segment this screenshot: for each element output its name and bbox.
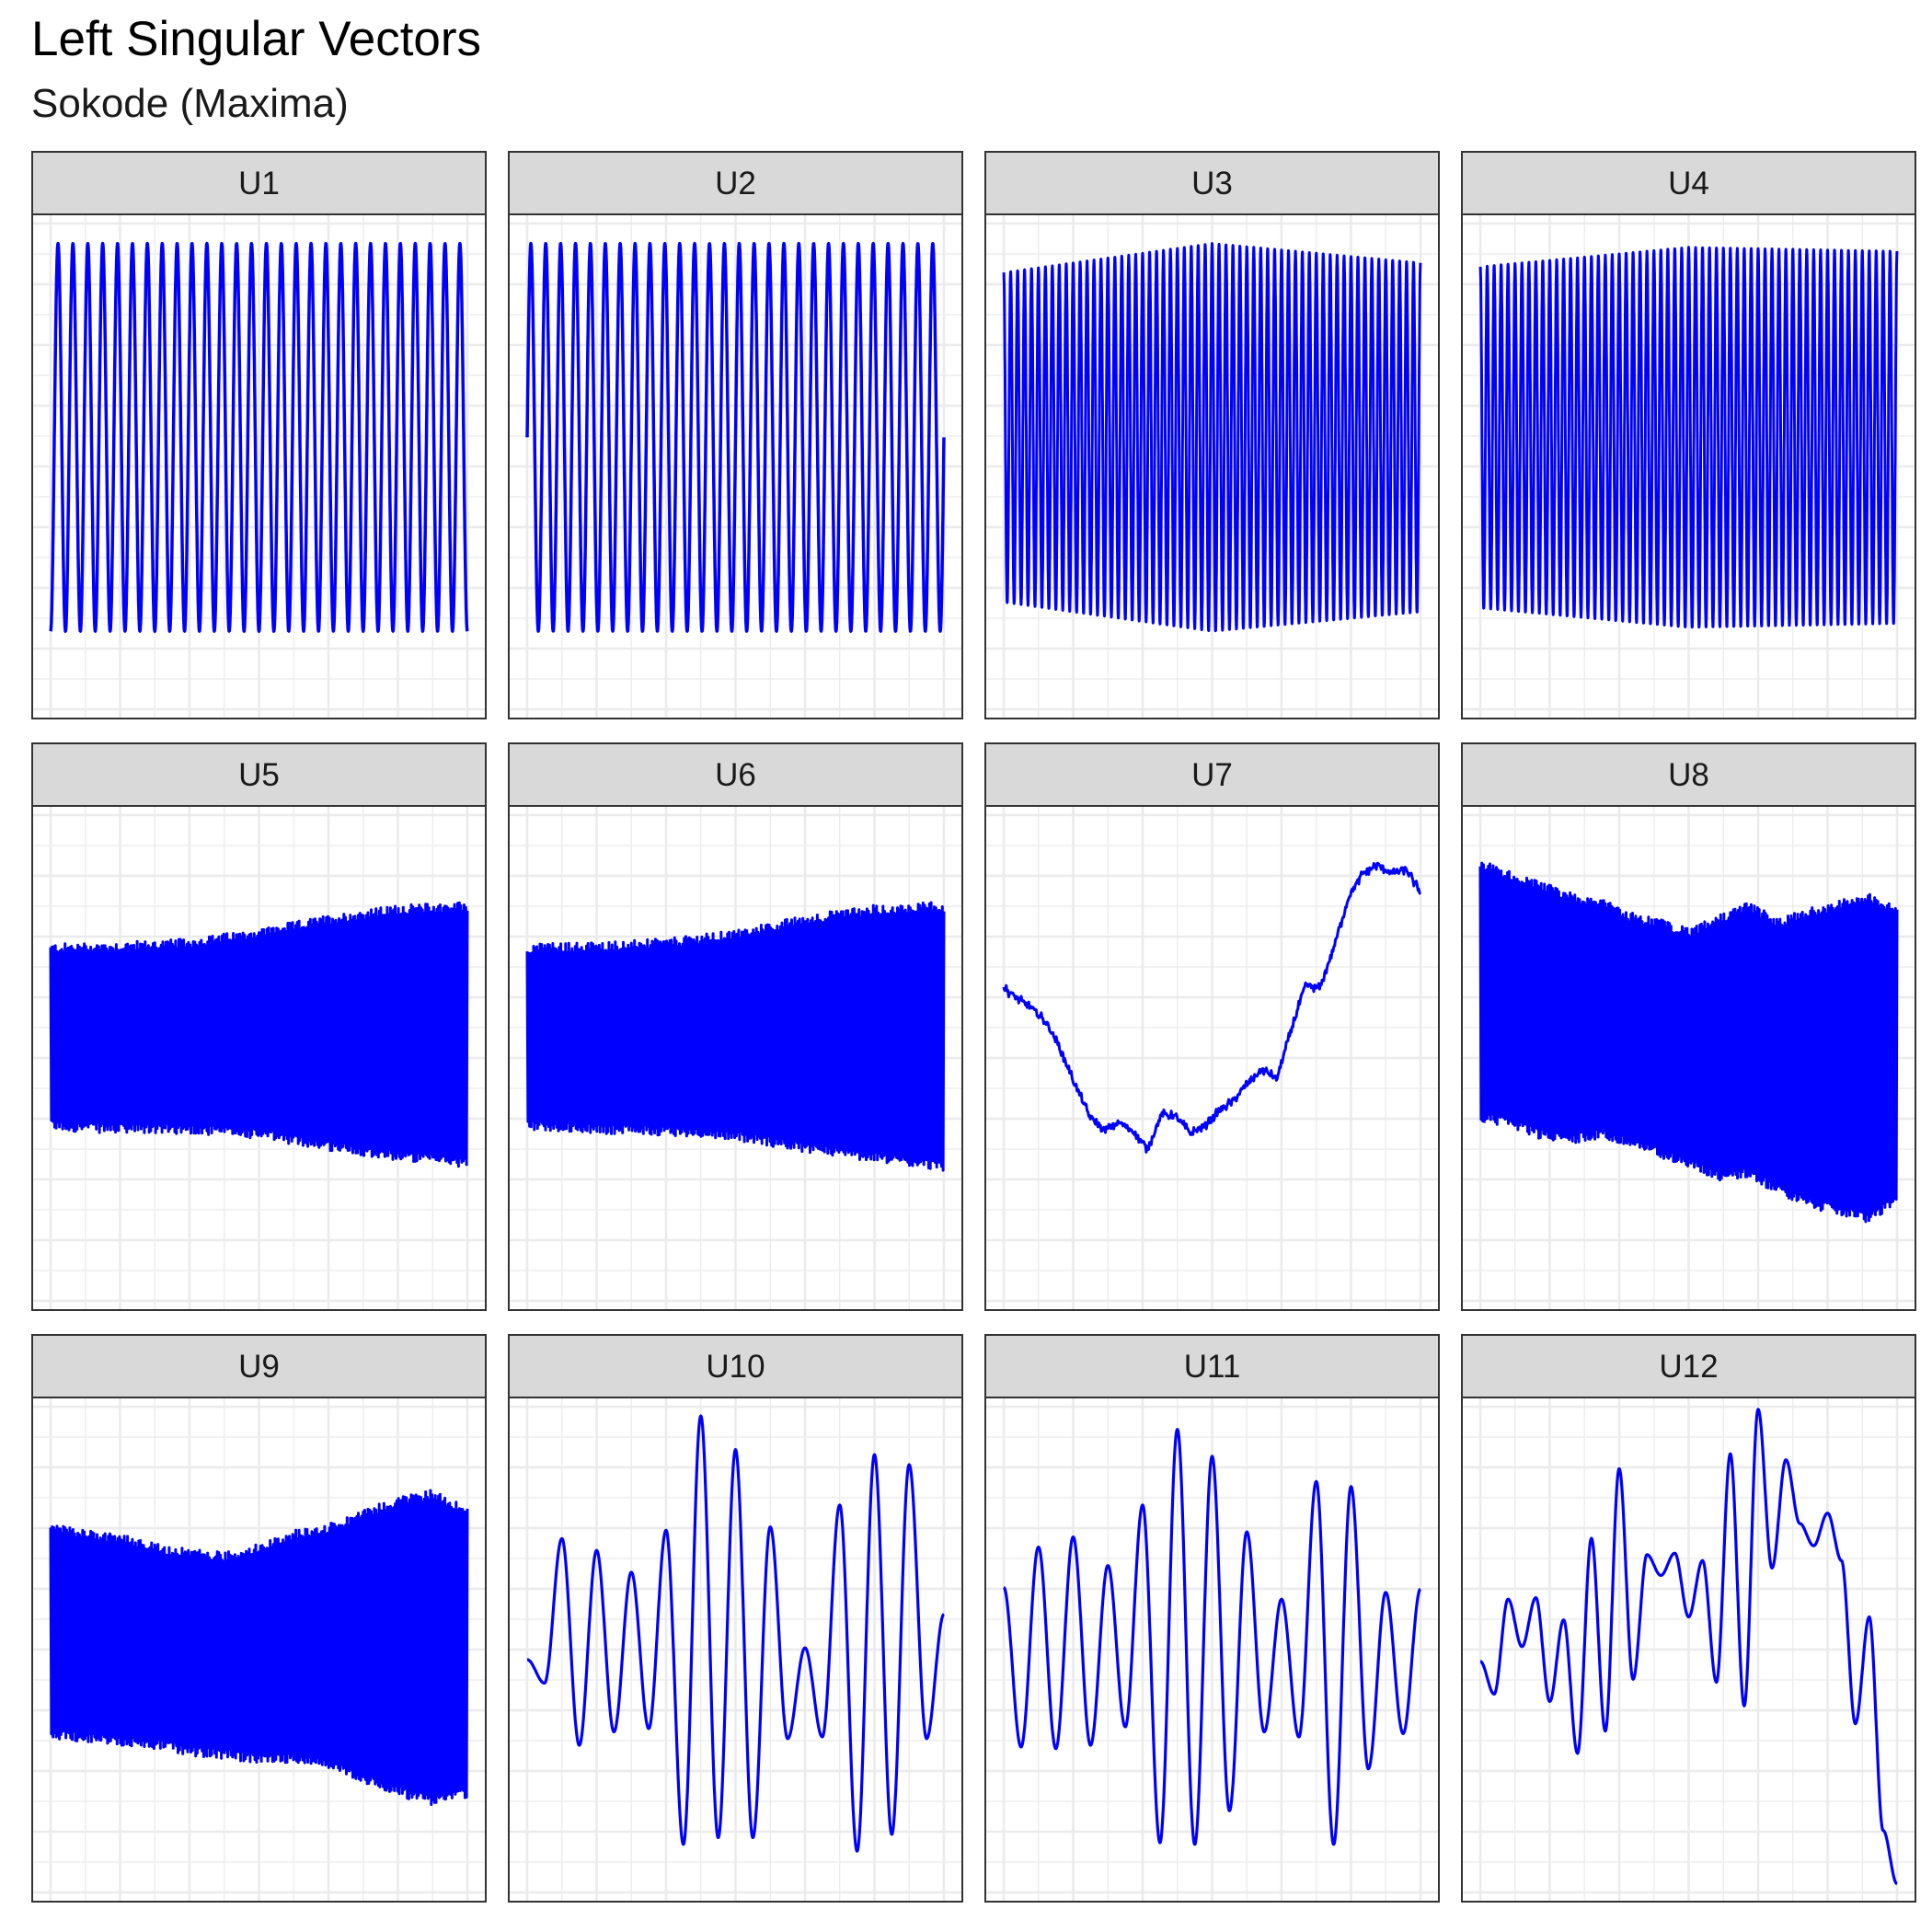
series-line-u4 [1478,246,1899,629]
facet-strip-label: U8 [1668,757,1709,793]
series-line-u7 [1002,861,1421,1154]
facet-strip [984,1334,1440,1398]
panel-border [1461,805,1916,1311]
facet-strip-label: U4 [1668,166,1709,201]
facet-strip-label: U6 [715,757,756,793]
facet-strip-label: U9 [238,1349,280,1385]
facet-strip [984,742,1440,807]
facet-panel-u6: U6 [508,742,963,1311]
panel-border [508,213,963,719]
panel-border [31,213,487,719]
panel-border [508,1397,963,1903]
series-line-u5 [49,901,469,1168]
facet-panel-u11: U11 [984,1334,1440,1903]
panel-border [508,805,963,1311]
panel-border [1461,1397,1916,1903]
series-line-u8 [1478,861,1899,1224]
facet-strip [31,742,487,807]
series-line-u10 [525,1414,946,1853]
panel-border [984,213,1440,719]
series-line-u12 [1478,1408,1899,1886]
panel-border [984,805,1440,1311]
page-title: Left Singular Vectors [31,12,482,66]
facet-strip-label: U3 [1191,166,1233,201]
facet-strip [1461,742,1916,807]
gridlines [985,806,1439,1310]
facet-panel-u10: U10 [508,1334,963,1903]
panel-border [31,1397,487,1903]
facet-strip-label: U5 [238,757,280,793]
panel-border [31,805,487,1311]
facet-strip [31,1334,487,1398]
facet-strip-label: U10 [706,1349,765,1385]
series-line-u6 [525,901,946,1172]
facet-strip-label: U12 [1659,1349,1718,1385]
gridlines [985,1397,1439,1902]
facet-strip [508,742,963,807]
facet-strip-label: U2 [715,166,756,201]
series-line-u11 [1002,1428,1422,1846]
facet-strip [984,151,1440,215]
series-line-u9 [49,1489,469,1806]
series-line-u3 [1002,242,1422,633]
series-line-u1 [49,241,469,633]
facet-strip-label: U11 [1184,1349,1241,1385]
panel-border [1461,213,1916,719]
facet-panel-u4: U4 [1461,151,1916,719]
facet-panel-u8: U8 [1461,742,1916,1311]
series-line-u2 [525,241,946,633]
facet-panel-u2: U2 [508,151,963,719]
page-subtitle: Sokode (Maxima) [31,81,349,126]
facet-panel-u12: U12 [1461,1334,1916,1903]
facet-panel-u9: U9 [31,1334,487,1903]
facet-strip-label: U7 [1191,757,1233,793]
facet-panel-u5: U5 [31,742,487,1311]
facet-panel-u1: U1 [31,151,487,719]
facet-strip [508,151,963,215]
facet-strip-label: U1 [238,166,280,201]
panel-border [984,1397,1440,1903]
facet-strip [508,1334,963,1398]
facet-panel-u3: U3 [984,151,1440,719]
facet-panel-u7: U7 [984,742,1440,1311]
facet-strip [1461,1334,1916,1398]
